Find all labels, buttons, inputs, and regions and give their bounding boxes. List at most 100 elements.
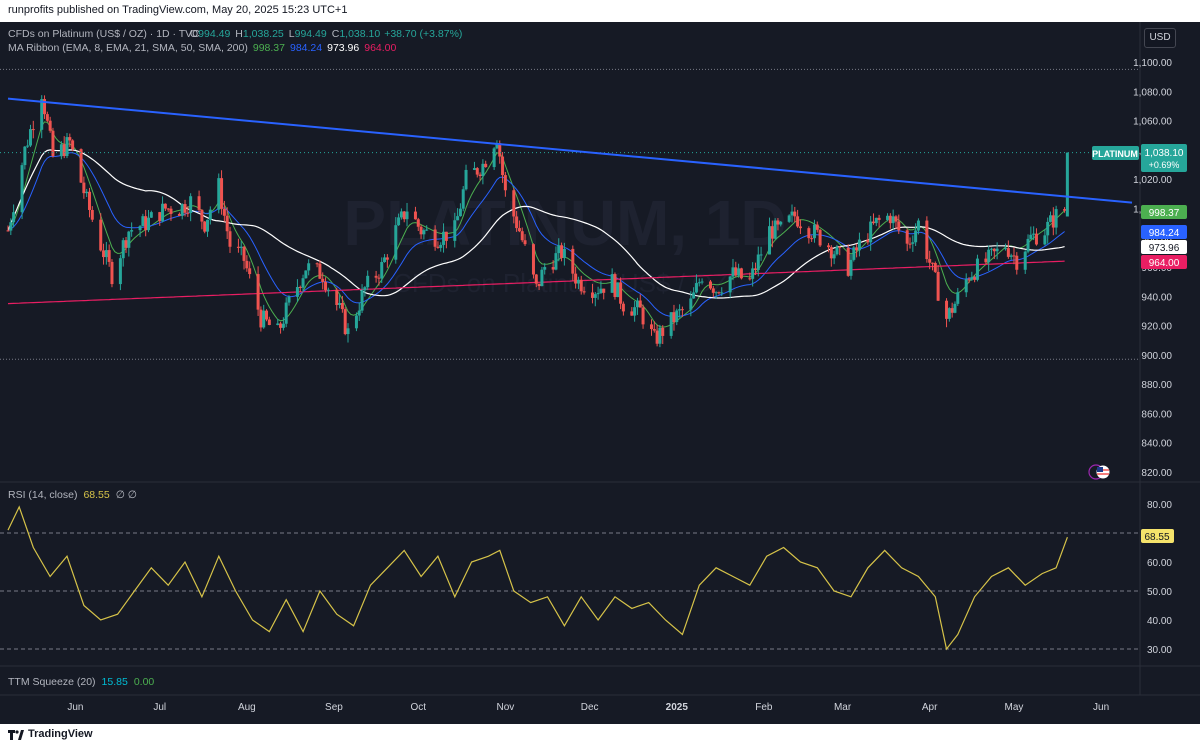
candle-body bbox=[169, 208, 173, 214]
candle-body bbox=[402, 211, 406, 220]
candle-body bbox=[619, 282, 623, 304]
candle-body bbox=[737, 268, 741, 276]
candle-body bbox=[1023, 251, 1027, 270]
candle-body bbox=[200, 209, 204, 222]
candle-body bbox=[354, 315, 358, 329]
price-tick-label: 1,080.00 bbox=[1133, 87, 1172, 98]
candle-body bbox=[12, 212, 16, 223]
candle-body bbox=[242, 246, 246, 261]
candle-body bbox=[1006, 248, 1010, 257]
candle-body bbox=[534, 274, 538, 284]
rsi-label[interactable]: RSI (14, close) 68.55 ∅ ∅ bbox=[8, 489, 137, 501]
candle-body bbox=[540, 269, 544, 287]
chart-canvas[interactable]: PLATINUM, 1D CFDs on Platinum (US$ / OZ)… bbox=[0, 22, 1200, 724]
currency-button[interactable]: USD bbox=[1144, 28, 1176, 48]
candle-body bbox=[357, 310, 361, 316]
candle-body bbox=[225, 215, 229, 232]
candle-body bbox=[734, 267, 738, 276]
candle-body bbox=[1049, 215, 1053, 222]
us-flag-icon[interactable] bbox=[1088, 464, 1110, 480]
candle-body bbox=[551, 267, 555, 270]
candle-body bbox=[739, 268, 743, 279]
candle-body bbox=[554, 253, 558, 270]
legend-ohlc-key: C bbox=[332, 28, 340, 40]
candles bbox=[0, 95, 1140, 348]
candle-body bbox=[433, 229, 437, 247]
legend-ma-ribbon[interactable]: MA Ribbon (EMA, 8, EMA, 21, SMA, 50, SMA… bbox=[8, 42, 397, 54]
candle-body bbox=[562, 248, 566, 258]
candle-body bbox=[776, 220, 780, 225]
legend-ohlc-key: H bbox=[235, 28, 243, 40]
candle-body bbox=[891, 216, 895, 224]
candle-body bbox=[104, 250, 108, 258]
candle-body bbox=[1051, 215, 1055, 228]
candle-body bbox=[335, 289, 339, 305]
price-tick-label: 980.00 bbox=[1141, 234, 1172, 245]
candle-body bbox=[222, 208, 226, 216]
candle-body bbox=[90, 209, 94, 220]
candle-body bbox=[658, 327, 662, 344]
candle-body bbox=[149, 212, 153, 218]
candle-body bbox=[852, 247, 856, 260]
ema21-line bbox=[7, 152, 1065, 318]
candle-body bbox=[501, 156, 505, 176]
candle-body bbox=[276, 323, 280, 326]
candle-body bbox=[197, 196, 201, 210]
trendline-group[interactable] bbox=[7, 97, 1133, 204]
price-tick-label: 920.00 bbox=[1141, 322, 1172, 333]
candle-body bbox=[793, 211, 797, 217]
candle-body bbox=[970, 277, 974, 280]
candle-body bbox=[835, 246, 839, 255]
candle-body bbox=[124, 240, 128, 248]
candle-body bbox=[26, 145, 30, 147]
candle-body bbox=[916, 220, 920, 231]
candle-body bbox=[177, 213, 181, 216]
candle-body bbox=[582, 291, 586, 293]
candle-body bbox=[1015, 255, 1019, 270]
candle-body bbox=[484, 163, 488, 168]
time-tick-label: Oct bbox=[410, 702, 426, 713]
sma50-badge-bg bbox=[1141, 240, 1187, 254]
ttm-label-text: TTM Squeeze (20) bbox=[8, 676, 96, 688]
rsi-tick-label: 40.00 bbox=[1147, 616, 1172, 627]
candle-body bbox=[206, 219, 210, 232]
price-range-lines bbox=[0, 68, 1140, 360]
legend-ma-value: 998.37 bbox=[253, 42, 285, 54]
candle-body bbox=[678, 309, 682, 311]
candle-body bbox=[798, 226, 802, 229]
candle-body bbox=[138, 226, 142, 231]
time-tick-label: Sep bbox=[325, 702, 343, 713]
candle-body bbox=[127, 231, 131, 248]
candle-body bbox=[121, 240, 125, 259]
candle-body bbox=[773, 220, 777, 239]
ttm-label[interactable]: TTM Squeeze (20) 15.85 0.00 bbox=[8, 676, 154, 688]
candle-body bbox=[416, 219, 420, 227]
candle-body bbox=[543, 267, 547, 270]
candle-body bbox=[383, 257, 387, 263]
candle-body bbox=[888, 215, 892, 224]
candle-body bbox=[700, 281, 704, 283]
candle-body bbox=[1012, 255, 1016, 257]
candle-body bbox=[1043, 235, 1047, 245]
watermark-title: PLATINUM, 1D bbox=[343, 187, 786, 259]
candle-body bbox=[947, 308, 951, 319]
ema8-badge-bg bbox=[1141, 205, 1187, 219]
candle-body bbox=[613, 274, 617, 298]
sma200-badge-bg bbox=[1141, 255, 1187, 269]
candle-body bbox=[1046, 221, 1050, 236]
legend-symbol[interactable]: CFDs on Platinum (US$ / OZ) · 1D · TVC bbox=[8, 28, 200, 40]
price-tick-label: 1,100.00 bbox=[1133, 58, 1172, 69]
footer-bar: TradingView bbox=[0, 724, 1200, 746]
platinum-tag-bg bbox=[1092, 146, 1139, 160]
candle-body bbox=[515, 216, 519, 229]
candle-body bbox=[1029, 234, 1033, 239]
candle-body bbox=[661, 327, 665, 336]
candle-body bbox=[456, 216, 460, 221]
ema8-badge: 998.37 bbox=[1149, 208, 1180, 219]
candle-body bbox=[475, 168, 479, 175]
candle-body bbox=[324, 281, 328, 291]
price-tick-label: 820.00 bbox=[1141, 468, 1172, 479]
candle-body bbox=[869, 221, 873, 243]
candle-body bbox=[180, 204, 184, 216]
candle-body bbox=[599, 288, 603, 294]
